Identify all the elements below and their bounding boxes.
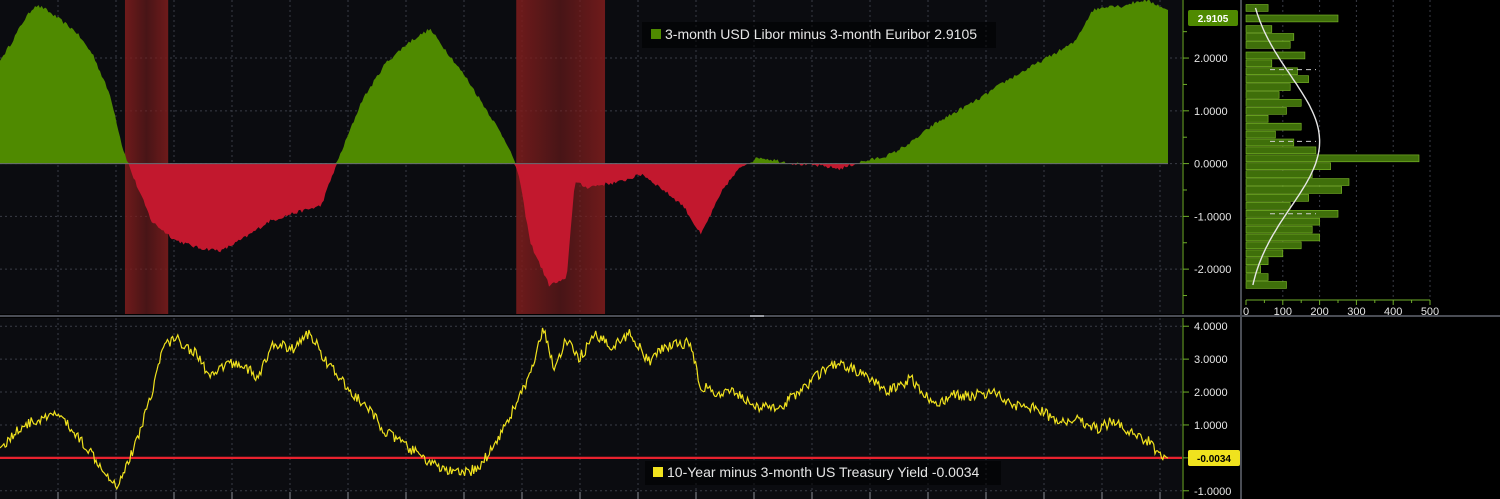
- top-y-tick-label: 0.0000: [1194, 159, 1228, 171]
- top-last-value-box: [1188, 10, 1238, 26]
- histogram-panel: 0 100 200 300 400 500: [1242, 0, 1500, 318]
- bottom-last-value-badge: -0.0034: [1188, 450, 1240, 466]
- histogram-bar: [1245, 75, 1309, 83]
- histogram-bar: [1245, 14, 1339, 23]
- bottom-legend-box: [645, 461, 1001, 485]
- histogram-x-tick-label: 0: [1243, 306, 1249, 318]
- libor-euribor-negative-area: [0, 163, 1168, 287]
- histogram-bar: [1245, 138, 1295, 147]
- histogram-bar: [1245, 67, 1298, 76]
- histogram-bar: [1245, 225, 1313, 234]
- histogram-bar: [1245, 33, 1295, 41]
- bottom-last-value-label: -0.0034: [1197, 454, 1231, 465]
- histogram-bar: [1245, 91, 1280, 99]
- histogram-bar: [1245, 99, 1302, 107]
- recession-band: [124, 0, 169, 314]
- histogram-bar: [1245, 25, 1273, 33]
- top-legend-label: 3-month USD Libor minus 3-month Euribor …: [665, 26, 977, 42]
- normal-distribution-curve: [1252, 7, 1321, 286]
- top-legend: 3-month USD Libor minus 3-month Euribor …: [642, 22, 996, 48]
- histogram-bar: [1245, 265, 1261, 273]
- top-legend-swatch: [651, 29, 661, 39]
- top-y-tick-label: 1.0000: [1194, 106, 1228, 118]
- histogram-bars: [1245, 4, 1420, 289]
- top-last-value-label: 2.9105: [1198, 14, 1229, 25]
- histogram-bar: [1245, 273, 1269, 281]
- bottom-y-tick-label: 2.0000: [1194, 387, 1228, 399]
- histogram-bar: [1245, 41, 1291, 49]
- histogram-bar: [1245, 130, 1276, 139]
- bottom-y-tick-label: 4.0000: [1194, 321, 1228, 333]
- bottom-legend: 10-Year minus 3-month US Treasury Yield …: [645, 461, 1001, 485]
- histogram-bar: [1245, 178, 1350, 186]
- bottom-legend-swatch: [653, 467, 663, 477]
- bottom-grid: [0, 318, 1182, 499]
- bottom-y-axis: 4.0000 3.0000 2.0000 1.0000 -1.0000: [1182, 318, 1231, 499]
- histogram-bar: [1245, 115, 1269, 123]
- top-last-value-badge: 2.9105: [1188, 10, 1238, 26]
- top-legend-box: [642, 22, 996, 48]
- bottom-y-tick-label: 3.0000: [1194, 354, 1228, 366]
- histogram-bar: [1245, 233, 1320, 242]
- histogram-bar: [1245, 154, 1420, 163]
- top-y-axis: 2.0000 1.0000 0.0000 -1.0000 -2.0000: [1182, 0, 1231, 314]
- histogram-bar: [1245, 257, 1269, 265]
- histogram-bar: [1245, 107, 1287, 115]
- histogram-bar: [1245, 162, 1331, 171]
- histogram-bar: [1245, 281, 1287, 289]
- bottom-panel: 4.0000 3.0000 2.0000 1.0000 -1.0000 10-Year …: [0, 318, 1240, 499]
- histogram-bar: [1245, 170, 1313, 178]
- top-y-tick-label: -1.0000: [1194, 211, 1231, 223]
- bottom-y-tick-label: 1.0000: [1194, 420, 1228, 432]
- top-panel: 2.0000 1.0000 0.0000 -1.0000 -2.0000 3-month…: [0, 0, 1238, 314]
- histogram-dashed-levels: [1270, 69, 1316, 215]
- bottom-legend-label: 10-Year minus 3-month US Treasury Yield …: [667, 464, 980, 480]
- bottom-panel-background: [0, 318, 1182, 499]
- histogram-bar: [1245, 202, 1291, 210]
- bottom-y-tick-label: -1.0000: [1194, 486, 1231, 498]
- histogram-bar: [1245, 122, 1302, 131]
- recession-bands: [124, 0, 606, 314]
- histogram-bar: [1245, 194, 1309, 202]
- histogram-bar: [1245, 59, 1273, 68]
- treasury-yield-line: [0, 327, 1169, 491]
- histogram-bar: [1245, 146, 1317, 155]
- histogram-bar: [1245, 186, 1342, 194]
- histogram-bar: [1245, 241, 1302, 250]
- histogram-bar: [1245, 83, 1291, 91]
- bottom-last-value-box: [1188, 450, 1240, 466]
- libor-euribor-positive-area: [0, 0, 1168, 164]
- histogram-bar: [1245, 4, 1269, 12]
- top-y-tick-label: -2.0000: [1194, 264, 1231, 276]
- top-y-tick-label: 2.0000: [1194, 53, 1228, 65]
